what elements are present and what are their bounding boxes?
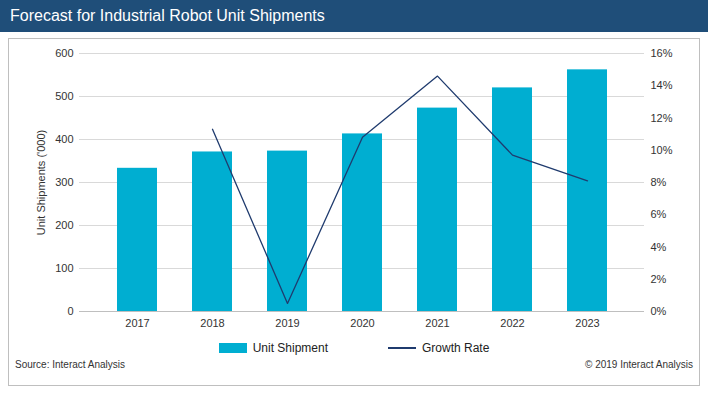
svg-text:100: 100 <box>55 262 73 274</box>
svg-text:500: 500 <box>55 90 73 102</box>
svg-text:2023: 2023 <box>575 317 599 329</box>
svg-text:Unit Shipments ('000): Unit Shipments ('000) <box>35 130 47 235</box>
svg-text:600: 600 <box>55 47 73 59</box>
svg-text:4%: 4% <box>651 241 667 253</box>
svg-text:300: 300 <box>55 176 73 188</box>
svg-text:2022: 2022 <box>500 317 524 329</box>
svg-text:2020: 2020 <box>350 317 374 329</box>
html-text:Source: Interact Analysis: Source: Interact Analysis <box>15 359 126 370</box>
svg-text:2018: 2018 <box>200 317 224 329</box>
svg-text:2%: 2% <box>651 273 667 285</box>
svg-text:12%: 12% <box>651 112 673 124</box>
svg-text:2017: 2017 <box>125 317 149 329</box>
html-text:Unit Shipment: Unit Shipment <box>252 341 328 355</box>
svg-text:8%: 8% <box>651 176 667 188</box>
svg-text:14%: 14% <box>651 79 673 91</box>
svg-text:6%: 6% <box>651 208 667 220</box>
svg-text:2019: 2019 <box>275 317 299 329</box>
svg-text:10%: 10% <box>651 144 673 156</box>
svg-text:0: 0 <box>67 305 73 317</box>
svg-text:16%: 16% <box>651 47 673 59</box>
html-text:© 2019 Interact Analysis: © 2019 Interact Analysis <box>585 359 693 370</box>
html-text:Forecast for Industrial Robot: Forecast for Industrial Robot Unit Shipm… <box>10 7 325 24</box>
svg-text:2021: 2021 <box>425 317 449 329</box>
svg-text:200: 200 <box>55 219 73 231</box>
svg-text:400: 400 <box>55 133 73 145</box>
html-text:Growth Rate: Growth Rate <box>422 341 490 355</box>
svg-text:0%: 0% <box>651 305 667 317</box>
